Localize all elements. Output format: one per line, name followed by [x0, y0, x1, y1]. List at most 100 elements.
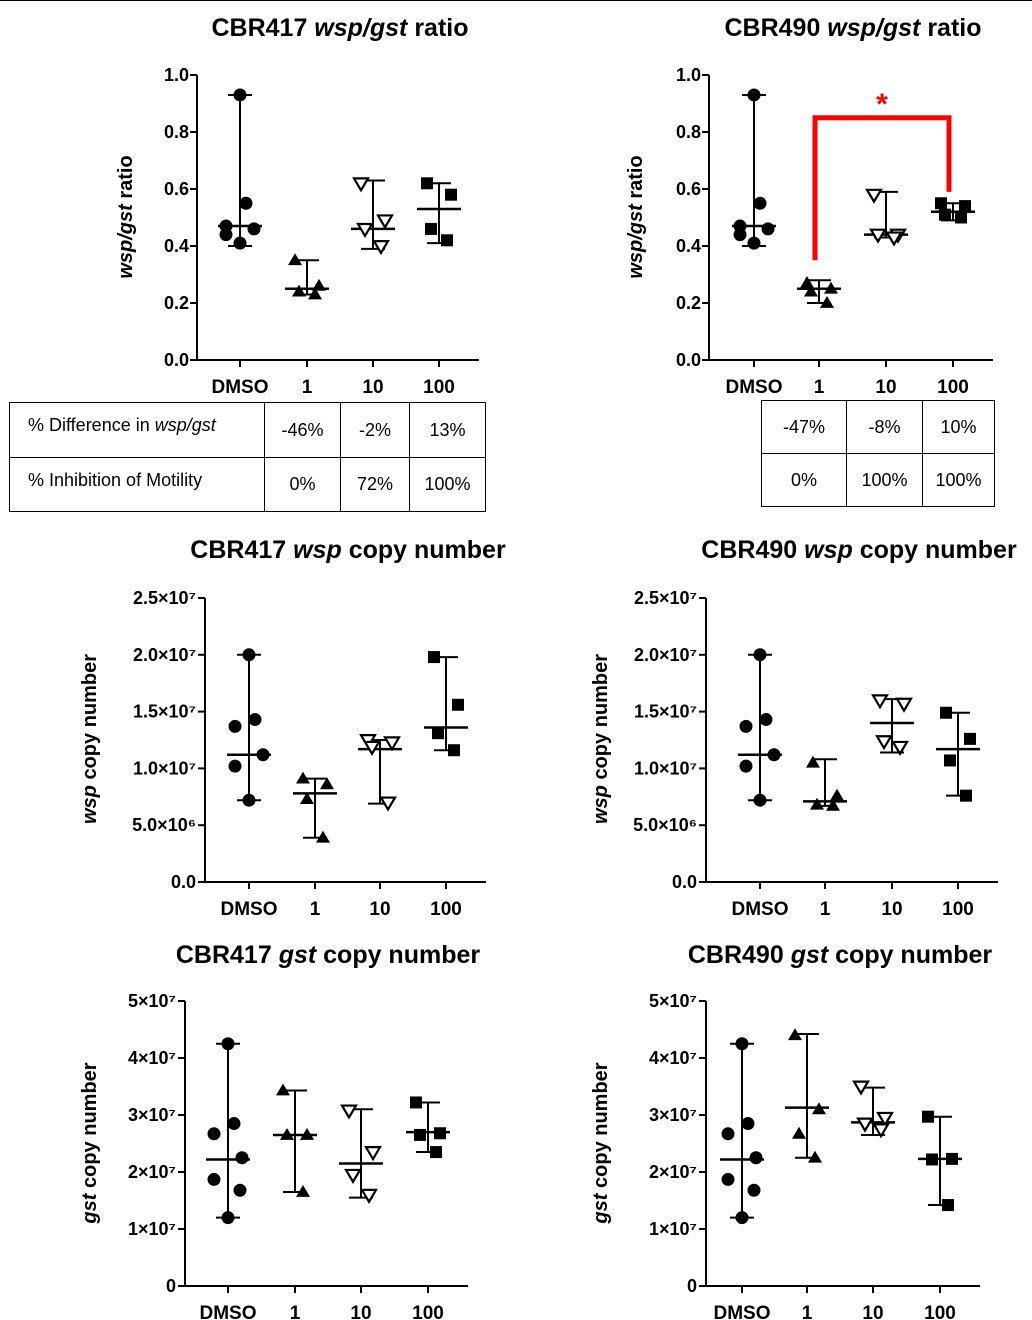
point-circle [753, 196, 767, 210]
significance-star: * [876, 88, 888, 121]
x-tick-label: 100 [412, 1303, 444, 1320]
y-tick-label: 2.0×10⁷ [133, 645, 196, 665]
row-label-difference: % Difference in wsp/gst [9, 402, 265, 458]
point-circle [741, 1117, 755, 1131]
point-triangle-up [826, 798, 840, 811]
y-tick-label: 1.5×10⁷ [634, 702, 697, 722]
point-circle [207, 1127, 221, 1141]
x-tick-label: 1 [290, 1303, 301, 1320]
point-triangle-down [876, 1111, 894, 1128]
point-triangle-down [872, 1123, 890, 1139]
cell-inhibition-1: 0% [761, 453, 847, 507]
cell-difference-1: -47% [761, 400, 847, 454]
point-circle [739, 759, 753, 773]
y-tick-label: 2.5×10⁷ [133, 588, 196, 608]
x-tick-label: 10 [875, 377, 896, 398]
y-axis-label: wsp copy number [79, 654, 101, 824]
y-tick-label: 5×10⁷ [649, 991, 697, 1011]
y-tick-label: 1×10⁷ [649, 1219, 697, 1239]
point-circle [721, 1127, 735, 1141]
y-tick-label: 0.2 [676, 293, 701, 313]
point-square [421, 177, 433, 190]
point-triangle-up [320, 777, 334, 790]
point-triangle-up [296, 771, 310, 784]
point-triangle-up [276, 1083, 290, 1096]
cell-difference-100: 10% [922, 400, 995, 454]
point-square [410, 1096, 422, 1109]
point-triangle-up [810, 797, 824, 810]
point-square [926, 1153, 938, 1166]
cell-inhibition-10: 72% [340, 457, 410, 512]
x-tick-label: 10 [350, 1303, 371, 1320]
cell-difference-10: -8% [846, 400, 923, 454]
point-triangle-up [800, 276, 814, 288]
point-triangle-up [804, 284, 818, 297]
point-circle [753, 793, 767, 807]
cell-difference-10: -2% [340, 402, 410, 458]
point-triangle-up [808, 1150, 822, 1163]
point-circle [721, 1172, 735, 1186]
point-square [939, 208, 951, 221]
point-triangle-down [376, 214, 394, 230]
x-tick-label: 1 [802, 1303, 813, 1320]
point-triangle-up [820, 296, 834, 308]
point-triangle-up [792, 1126, 806, 1139]
x-tick-label: 100 [924, 1303, 956, 1320]
y-tick-label: 1.5×10⁷ [133, 702, 196, 722]
cell-inhibition-100: 100% [409, 457, 486, 512]
point-square [432, 727, 444, 740]
point-triangle-down [363, 740, 381, 756]
cell-inhibition-1: 0% [264, 457, 341, 512]
point-triangle-up [296, 1184, 310, 1197]
point-square [942, 1199, 954, 1212]
y-tick-label: 2×10⁷ [128, 1162, 176, 1182]
point-circle [228, 759, 242, 773]
y-tick-label: 0.4 [676, 236, 701, 256]
point-square [944, 754, 956, 767]
y-axis-label: gst copy number [590, 1062, 612, 1224]
point-circle [735, 1037, 749, 1051]
y-tick-label: 0.0 [171, 872, 196, 892]
table-row-difference: % Difference in wsp/gst -46% -2% 13% [9, 402, 486, 458]
y-tick-label: 0.0 [164, 350, 189, 370]
point-square [448, 744, 460, 757]
point-circle [747, 88, 761, 102]
point-square [445, 188, 457, 201]
point-circle [221, 1037, 235, 1051]
y-tick-label: 0.2 [164, 293, 189, 313]
point-triangle-up [806, 755, 820, 768]
point-triangle-down [356, 222, 374, 239]
point-circle [248, 713, 262, 727]
chart-cbr417-wsp: CBR417 wsp copy number wsp copy number 0… [79, 536, 506, 920]
x-tick-label: 10 [362, 377, 383, 398]
chart-cbr417-gst: CBR417 gst copy number gst copy number 0… [79, 941, 481, 1320]
x-tick-label: 1 [302, 377, 313, 398]
top-border-line [0, 0, 1032, 1]
point-circle [739, 719, 753, 733]
point-triangle-down [372, 240, 390, 256]
y-tick-label: 1.0 [164, 65, 189, 85]
point-triangle-up [788, 1028, 802, 1041]
point-circle [219, 228, 233, 242]
point-square [959, 200, 971, 213]
point-circle [207, 1172, 221, 1186]
y-tick-label: 2.0×10⁷ [634, 645, 697, 665]
cell-difference-1: -46% [264, 402, 341, 458]
point-triangle-up [300, 792, 314, 804]
y-tick-label: 5.0×10⁶ [132, 815, 196, 835]
point-triangle-down [364, 1146, 382, 1162]
y-tick-label: 3×10⁷ [128, 1105, 176, 1125]
chart-cbr490-gst: CBR490 gst copy number gst copy number 0… [590, 941, 992, 1320]
x-tick-label: DMSO [221, 899, 278, 920]
point-triangle-down [875, 735, 893, 751]
point-triangle-up [308, 287, 322, 300]
point-triangle-down [865, 188, 883, 204]
point-triangle-down [885, 231, 903, 247]
point-square [922, 1110, 934, 1123]
table-row-difference: -47% -8% 10% [761, 400, 995, 454]
point-triangle-up [312, 278, 326, 291]
x-tick-label: 100 [937, 377, 969, 398]
table-row-inhibition: % Inhibition of Motility 0% 72% 100% [9, 457, 486, 512]
chart-title: CBR417 gst copy number [176, 941, 481, 969]
point-circle [753, 648, 767, 662]
